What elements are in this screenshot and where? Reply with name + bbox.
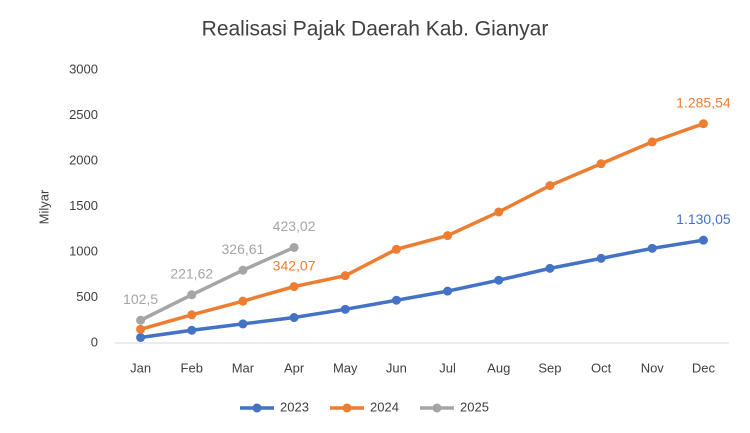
data-point xyxy=(647,243,657,253)
data-label: 326,61 xyxy=(222,241,265,257)
x-tick-label: Sep xyxy=(538,360,561,375)
data-label: 1.130,05 xyxy=(676,211,731,227)
x-tick-label: Oct xyxy=(591,360,612,375)
data-label: 342,07 xyxy=(273,257,316,273)
series-line xyxy=(140,238,704,340)
data-point xyxy=(289,282,299,292)
data-point xyxy=(545,181,555,191)
data-point xyxy=(340,271,350,281)
legend-label: 2023 xyxy=(280,399,309,414)
y-tick-label: 1500 xyxy=(69,198,98,213)
data-point xyxy=(187,310,197,320)
data-point xyxy=(136,333,146,343)
y-tick-label: 2500 xyxy=(69,107,98,122)
legend-label: 2025 xyxy=(460,399,489,414)
data-label: 102,5 xyxy=(123,291,158,307)
data-point xyxy=(494,275,504,285)
series-line xyxy=(139,245,295,322)
data-point xyxy=(187,290,197,300)
data-point xyxy=(238,265,248,275)
y-tick-label: 2000 xyxy=(69,152,98,167)
x-tick-label: May xyxy=(333,360,358,375)
y-tick-label: 500 xyxy=(76,289,98,304)
legend-label: 2024 xyxy=(370,399,399,414)
y-tick-label: 3000 xyxy=(69,61,98,76)
x-tick-label: Dec xyxy=(692,360,716,375)
data-point xyxy=(698,119,708,129)
legend-marker xyxy=(342,403,352,413)
x-tick-label: Jan xyxy=(130,360,151,375)
data-point xyxy=(391,244,401,254)
data-point xyxy=(443,231,453,241)
data-point xyxy=(187,325,197,335)
data-point xyxy=(545,263,555,273)
data-label: 221,62 xyxy=(170,265,213,281)
y-tick-label: 1000 xyxy=(69,243,98,258)
data-point xyxy=(596,253,606,263)
x-tick-label: Apr xyxy=(284,360,305,375)
data-point xyxy=(596,159,606,169)
data-label: 423,02 xyxy=(273,218,316,234)
x-tick-label: Aug xyxy=(487,360,510,375)
data-point xyxy=(238,319,248,329)
legend-marker xyxy=(432,403,442,413)
data-point xyxy=(238,296,248,306)
data-point xyxy=(136,324,146,334)
y-tick-label: 0 xyxy=(91,334,98,349)
data-point xyxy=(443,286,453,296)
chart-title: Realisasi Pajak Daerah Kab. Gianyar xyxy=(202,18,549,41)
data-point xyxy=(340,304,350,314)
data-point xyxy=(698,235,708,245)
data-point xyxy=(289,242,299,252)
y-axis-label: Milyar xyxy=(36,189,51,224)
data-point xyxy=(136,315,146,325)
data-point xyxy=(647,137,657,147)
series-line xyxy=(140,122,705,332)
x-tick-label: Jul xyxy=(439,360,456,375)
x-tick-label: Feb xyxy=(181,360,203,375)
data-point xyxy=(494,207,504,217)
data-point xyxy=(289,313,299,323)
legend-marker xyxy=(252,403,262,413)
data-point xyxy=(391,295,401,305)
x-tick-label: Jun xyxy=(386,360,407,375)
x-tick-label: Nov xyxy=(641,360,665,375)
x-tick-label: Mar xyxy=(232,360,255,375)
data-label: 1.285,54 xyxy=(676,94,731,110)
